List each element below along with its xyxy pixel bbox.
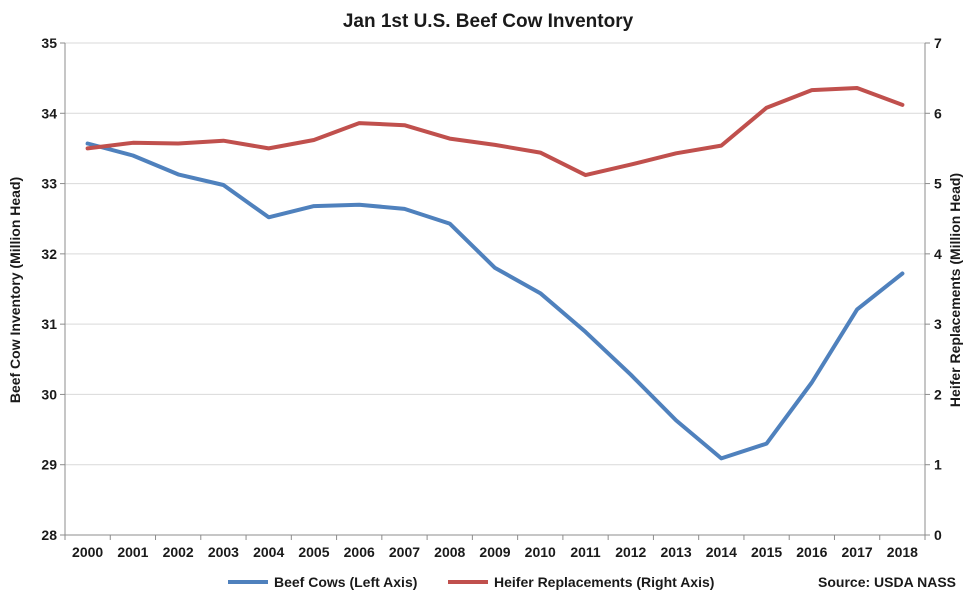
x-tick-label-2011: 2011	[570, 544, 601, 560]
x-tick-label-2014: 2014	[706, 544, 737, 560]
legend-label-heifers: Heifer Replacements (Right Axis)	[494, 574, 714, 590]
right-axis-ticks: 0 1 2 3 4 5 6 7	[925, 35, 942, 543]
x-tick-label-2008: 2008	[434, 544, 465, 560]
axes	[64, 43, 926, 536]
right-tick-label-0: 0	[934, 527, 942, 543]
x-tick-label-2009: 2009	[479, 544, 510, 560]
x-tick-label-2007: 2007	[389, 544, 420, 560]
right-tick-label-2: 2	[934, 386, 942, 402]
right-tick-label-4: 4	[934, 246, 942, 262]
x-tick-label-2004: 2004	[253, 544, 284, 560]
left-tick-label-28: 28	[41, 527, 57, 543]
x-tick-label-2016: 2016	[796, 544, 827, 560]
left-axis-ticks: 28 29 30 31 32 33 34 35	[41, 35, 65, 543]
left-axis-title: Beef Cow Inventory (Million Head)	[7, 177, 23, 403]
x-tick-label-2015: 2015	[751, 544, 782, 560]
right-tick-label-6: 6	[934, 105, 942, 121]
x-tick-label-2012: 2012	[615, 544, 646, 560]
left-tick-label-35: 35	[41, 35, 57, 51]
left-tick-label-33: 33	[41, 176, 57, 192]
legend: Beef Cows (Left Axis) Heifer Replacement…	[228, 574, 714, 590]
x-tick-label-2003: 2003	[208, 544, 239, 560]
gridlines	[65, 42, 925, 536]
x-tick-label-2000: 2000	[72, 544, 103, 560]
series-line-beef-cows	[85, 141, 905, 461]
right-tick-label-3: 3	[934, 316, 942, 332]
x-tick-label-2005: 2005	[298, 544, 329, 560]
left-tick-label-32: 32	[41, 246, 57, 262]
x-tick-label-2006: 2006	[344, 544, 375, 560]
left-tick-label-29: 29	[41, 457, 57, 473]
series-line-heifer-replacements	[85, 86, 905, 178]
right-tick-label-1: 1	[934, 457, 942, 473]
left-tick-label-30: 30	[41, 386, 57, 402]
x-axis-ticks: 2000 2001 2002 2003 2004 2005 2006 2007 2008 2009…	[64, 535, 926, 560]
left-tick-label-31: 31	[41, 316, 57, 332]
x-tick-label-2017: 2017	[842, 544, 873, 560]
right-axis-title: Heifer Replacements (Million Head)	[947, 173, 963, 407]
series-lines	[85, 86, 905, 461]
x-tick-label-2018: 2018	[887, 544, 918, 560]
x-tick-label-2013: 2013	[660, 544, 691, 560]
right-tick-label-5: 5	[934, 176, 942, 192]
chart-title: Jan 1st U.S. Beef Cow Inventory	[343, 11, 634, 32]
right-tick-label-7: 7	[934, 35, 942, 51]
x-tick-label-2001: 2001	[117, 544, 148, 560]
source-note: Source: USDA NASS	[818, 574, 956, 590]
legend-label-beef-cows: Beef Cows (Left Axis)	[274, 574, 417, 590]
left-tick-label-34: 34	[41, 105, 57, 121]
x-tick-label-2002: 2002	[163, 544, 194, 560]
x-tick-label-2010: 2010	[525, 544, 556, 560]
